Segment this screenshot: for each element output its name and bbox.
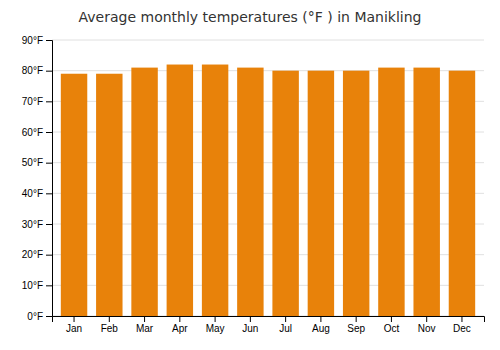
x-tick-label: Jul xyxy=(279,323,292,334)
y-tick-label: 20°F xyxy=(22,249,43,260)
x-tick-label: May xyxy=(206,323,225,334)
y-tick-mark xyxy=(46,316,52,317)
x-tick-label: Jan xyxy=(66,323,82,334)
x-axis-line xyxy=(53,317,485,323)
title: Average monthly temperatures (°F ) in Ma… xyxy=(79,9,422,25)
bar xyxy=(308,71,334,316)
bar xyxy=(167,65,193,316)
x-tick: Mar xyxy=(136,316,154,334)
x-tick-mark xyxy=(356,316,357,322)
y-tick-mark xyxy=(46,71,52,72)
bar xyxy=(237,68,263,316)
grid-line xyxy=(52,40,484,41)
bar xyxy=(96,74,122,316)
x-tick: Feb xyxy=(101,316,119,334)
y-axis-line xyxy=(46,41,53,317)
y-tick-mark xyxy=(46,132,52,133)
y-tick: 70°F xyxy=(22,96,52,107)
x-tick-label: Feb xyxy=(101,323,119,334)
y-tick-label: 80°F xyxy=(22,65,43,76)
grid xyxy=(52,40,484,316)
x-tick-label: Aug xyxy=(312,323,330,334)
y-tick: 0°F xyxy=(27,311,52,322)
y-tick-label: 30°F xyxy=(22,219,43,230)
y-tick: 40°F xyxy=(22,188,52,199)
x-tick-label: Jun xyxy=(242,323,258,334)
x-tick-mark xyxy=(250,316,251,322)
x-tick: Nov xyxy=(418,316,436,334)
x-tick: Jul xyxy=(279,316,292,334)
x-tick: Dec xyxy=(453,316,471,334)
x-tick-mark xyxy=(285,316,286,322)
y-axis: 0°F 10°F 20°F 30°F 40°F 50°F 60°F 70°F 80°F 90°F xyxy=(22,35,53,322)
x-tick: Jun xyxy=(242,316,258,334)
chart: 0°F 10°F 20°F 30°F 40°F 50°F 60°F 70°F 80°F 90°F J… xyxy=(0,0,500,350)
x-tick-mark xyxy=(426,316,427,322)
x-tick: Apr xyxy=(172,316,188,334)
y-tick-label: 70°F xyxy=(22,96,43,107)
x-tick-mark xyxy=(461,316,462,322)
bar xyxy=(202,65,228,316)
y-tick-label: 60°F xyxy=(22,127,43,138)
x-tick-label: Nov xyxy=(418,323,436,334)
x-tick: May xyxy=(206,316,225,334)
bar xyxy=(378,68,404,316)
y-tick: 80°F xyxy=(22,65,52,76)
x-tick-mark xyxy=(320,316,321,322)
bar xyxy=(272,71,298,316)
y-tick-mark xyxy=(46,285,52,286)
y-tick-mark xyxy=(46,255,52,256)
y-tick-mark xyxy=(46,101,52,102)
x-tick: Aug xyxy=(312,316,330,334)
y-tick-label: 40°F xyxy=(22,188,43,199)
y-tick-mark xyxy=(46,163,52,164)
y-tick: 90°F xyxy=(22,35,52,46)
y-tick-mark xyxy=(46,224,52,225)
x-tick-label: Oct xyxy=(384,323,400,334)
y-tick: 60°F xyxy=(22,127,52,138)
bar xyxy=(413,68,439,316)
y-tick: 20°F xyxy=(22,249,52,260)
y-tick-label: 90°F xyxy=(22,35,43,46)
x-tick-label: Sep xyxy=(347,323,365,334)
x-tick: Sep xyxy=(347,316,365,334)
y-tick-label: 50°F xyxy=(22,157,43,168)
x-tick-mark xyxy=(74,316,75,322)
x-tick-label: Dec xyxy=(453,323,471,334)
x-tick-mark xyxy=(144,316,145,322)
y-tick-label: 10°F xyxy=(22,280,43,291)
y-tick-label: 0°F xyxy=(27,311,43,322)
y-tick-mark xyxy=(46,193,52,194)
y-tick: 30°F xyxy=(22,219,52,230)
bar xyxy=(61,74,87,316)
y-tick: 10°F xyxy=(22,280,52,291)
x-tick-mark xyxy=(109,316,110,322)
x-tick: Oct xyxy=(384,316,400,334)
x-tick-label: Mar xyxy=(136,323,154,334)
chart-container: 0°F 10°F 20°F 30°F 40°F 50°F 60°F 70°F 80°F 90°F J… xyxy=(0,0,500,350)
x-axis: Jan Feb Mar Apr May Jun Jul Aug Sep Oct Nov Dec xyxy=(53,316,485,334)
bar xyxy=(449,71,475,316)
bar xyxy=(131,68,157,316)
x-tick-mark xyxy=(391,316,392,322)
x-tick-mark xyxy=(179,316,180,322)
x-tick-label: Apr xyxy=(172,323,188,334)
y-tick: 50°F xyxy=(22,157,52,168)
x-tick-mark xyxy=(215,316,216,322)
x-tick: Jan xyxy=(66,316,82,334)
plot-area xyxy=(61,65,475,316)
y-tick-mark xyxy=(46,40,52,41)
bar xyxy=(343,71,369,316)
